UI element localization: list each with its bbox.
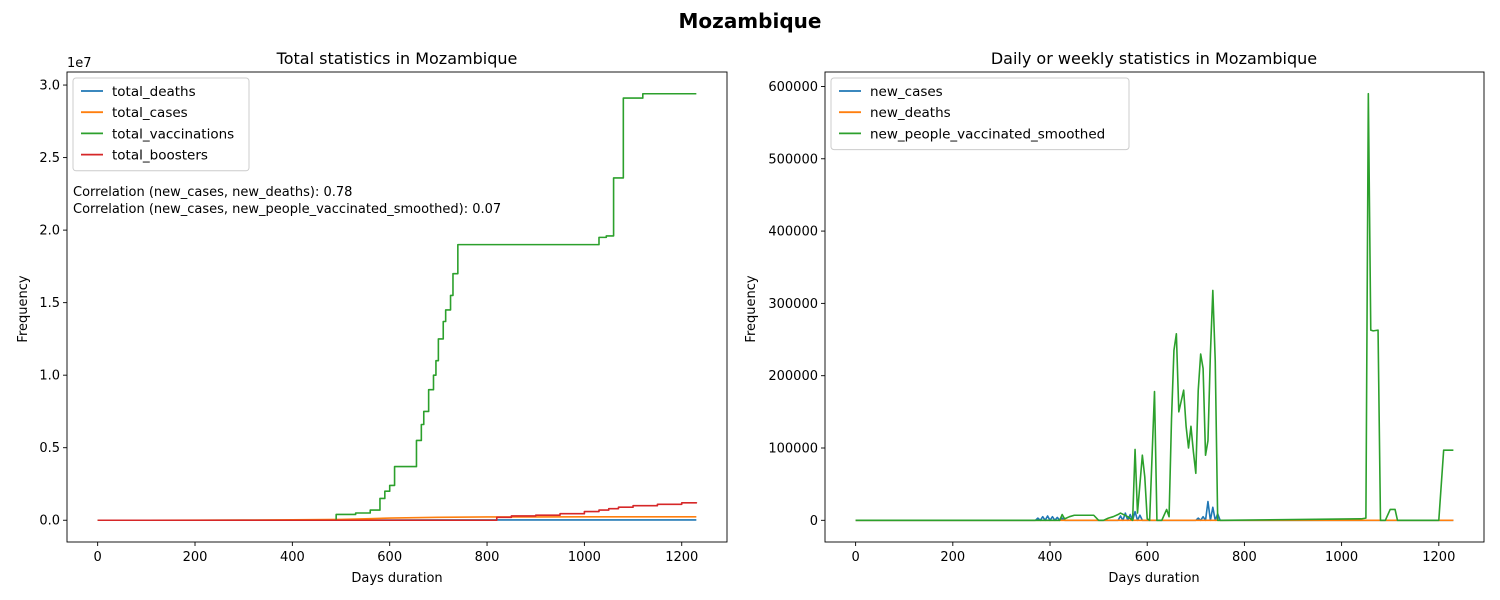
y-tick-label: 1.5	[39, 296, 60, 311]
x-axis-label: Days duration	[1108, 571, 1199, 586]
y-tick-label: 400000	[768, 225, 818, 240]
y-tick-label: 600000	[768, 80, 818, 95]
x-tick-label: 200	[183, 550, 208, 565]
y-tick-label: 200000	[768, 369, 818, 384]
legend-entry-label: total_deaths	[112, 84, 196, 100]
series-line-new-people-vaccinated-smoothed	[855, 92, 1454, 522]
legend-entry-label: total_cases	[112, 105, 188, 121]
chart-title: Total statistics in Mozambique	[276, 49, 518, 68]
y-tick-label: 3.0	[39, 79, 60, 94]
x-tick-label: 800	[475, 550, 500, 565]
y-tick-label: 2.5	[39, 151, 60, 166]
correlation-annotation-1: Correlation (new_cases, new_deaths): 0.7…	[73, 185, 352, 200]
y-tick-label: 0	[810, 514, 818, 529]
plot-area-frame	[66, 71, 728, 543]
plot-area-frame	[824, 71, 1485, 543]
x-tick-label: 1200	[665, 550, 698, 565]
x-tick-label: 0	[851, 550, 859, 565]
correlation-annotation-2: Correlation (new_cases, new_people_vacci…	[73, 202, 501, 217]
y-tick-label: 500000	[768, 152, 818, 167]
legend-entry-label: total_vaccinations	[112, 126, 234, 142]
total-statistics-chart: Total statistics in Mozambique Days dura…	[16, 49, 728, 586]
x-tick-label: 400	[1038, 550, 1063, 565]
y-axis-label: Frequency	[16, 275, 31, 342]
x-tick-label: 1200	[1422, 550, 1455, 565]
x-axis-label: Days duration	[351, 571, 442, 586]
y-axis-label: Frequency	[744, 275, 759, 342]
x-tick-label: 800	[1232, 550, 1257, 565]
series-line-new-cases	[855, 500, 1454, 522]
x-tick-label: 600	[377, 550, 402, 565]
x-tick-label: 1000	[1325, 550, 1358, 565]
y-tick-label: 100000	[768, 442, 818, 457]
x-tick-label: 400	[280, 550, 305, 565]
y-tick-label: 1.0	[39, 369, 60, 384]
legend: new_cases new_deaths new_people_vaccinated…	[830, 77, 1130, 151]
legend-entry-label: new_cases	[870, 84, 943, 100]
x-tick-label: 200	[940, 550, 965, 565]
x-tick-label: 600	[1135, 550, 1160, 565]
series-line-total-boosters	[97, 502, 698, 522]
y-tick-label: 0.5	[39, 441, 60, 456]
series-line-total-vaccinations	[97, 92, 697, 522]
chart-title: Daily or weekly statistics in Mozambique	[991, 49, 1317, 68]
daily-weekly-statistics-chart: Daily or weekly statistics in Mozambique…	[744, 49, 1485, 586]
legend-entry-label: new_people_vaccinated_smoothed	[870, 126, 1105, 142]
y-tick-label: 300000	[768, 297, 818, 312]
y-tick-label: 2.0	[39, 224, 60, 239]
legend-entry-label: new_deaths	[870, 105, 951, 121]
x-tick-label: 0	[94, 550, 102, 565]
x-tick-label: 1000	[568, 550, 601, 565]
figure-title: Mozambique	[679, 9, 822, 33]
y-tick-label: 0.0	[39, 514, 60, 529]
legend-entry-label: total_boosters	[112, 148, 208, 164]
y-offset-text: 1e7	[67, 56, 92, 71]
legend: total_deaths total_cases total_vaccination…	[72, 77, 250, 172]
